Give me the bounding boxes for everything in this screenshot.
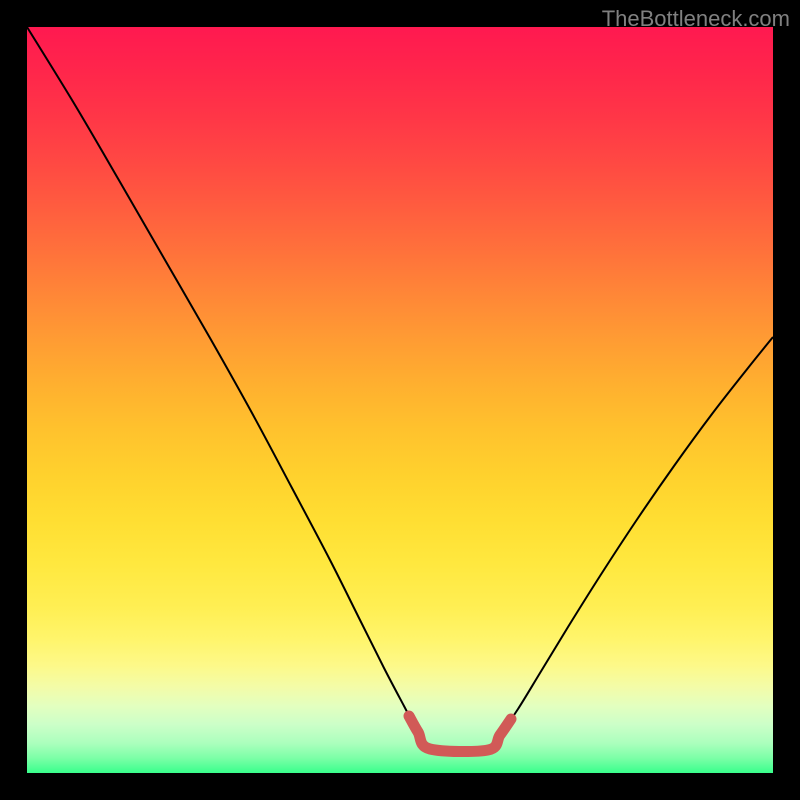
- chart-svg: [0, 0, 800, 800]
- watermark-text: TheBottleneck.com: [602, 6, 790, 32]
- chart-container: TheBottleneck.com: [0, 0, 800, 800]
- plot-background: [27, 27, 773, 773]
